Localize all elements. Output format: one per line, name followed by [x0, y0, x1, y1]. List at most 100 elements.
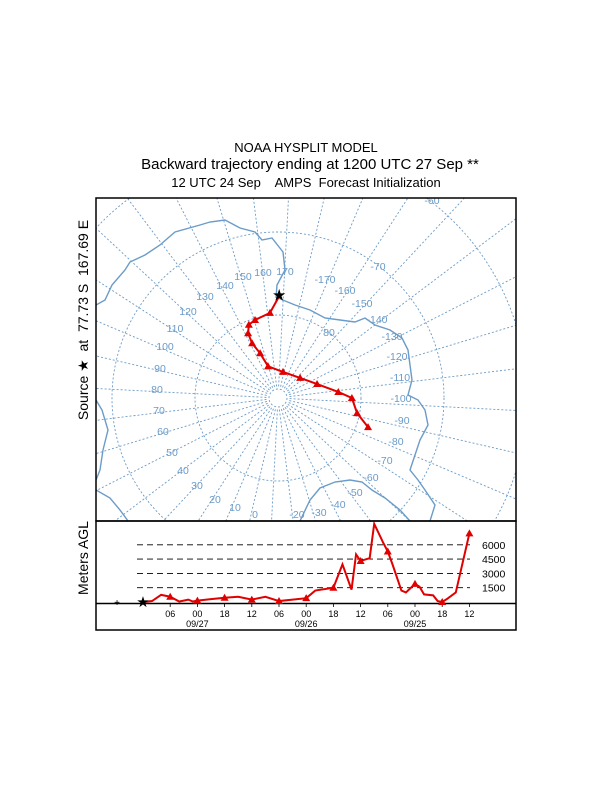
- map-grid-label: 80: [151, 384, 163, 396]
- trajectory-marker: [264, 362, 273, 370]
- meridian-line: [96, 400, 268, 455]
- map-grid-label: 20: [209, 494, 221, 506]
- meridian-line: [288, 276, 516, 394]
- reference-level-label: 6000: [482, 540, 506, 552]
- meridian-line: [96, 398, 267, 421]
- map-grid-label: -160: [334, 285, 355, 297]
- trajectory-marker: [248, 339, 257, 347]
- map-grid-label: 150: [234, 271, 252, 283]
- source-coords: 77.73 S 167.69 E: [75, 220, 91, 332]
- x-tick-label: 12: [356, 609, 366, 619]
- svg-text:Source ★ at 77.73 S 167.69: Source ★ at 77.73 S 167.69 E: [75, 220, 91, 420]
- trajectory-marker: [244, 320, 253, 328]
- map-grid-label: 110: [167, 323, 184, 335]
- title-initialization: 12 UTC 24 Sep AMPS Forecast Initializati…: [171, 175, 441, 190]
- map-grid-label: 160: [254, 267, 272, 279]
- height-point-marker: [411, 579, 419, 587]
- height-point-marker: [166, 592, 175, 600]
- meridian-line: [175, 198, 274, 388]
- map-grid-label: -70: [377, 455, 392, 467]
- title-model: NOAA HYSPLIT MODEL: [234, 140, 378, 155]
- x-tick-label: 18: [328, 609, 338, 619]
- meridian-line: [197, 407, 273, 521]
- coastlines: [96, 219, 436, 521]
- map-grid-label: 130: [196, 291, 214, 303]
- reference-level-label: 4500: [482, 554, 506, 566]
- x-tick-label: 18: [220, 609, 230, 619]
- map-grid-label: 40: [177, 465, 189, 477]
- map-grid-label: 0: [252, 509, 258, 521]
- map-grid-label: -150: [351, 298, 372, 310]
- map-grid-label: 170: [276, 266, 294, 278]
- x-tick-label: 06: [165, 609, 175, 619]
- meridian-line: [280, 408, 317, 521]
- meridian-line: [96, 388, 267, 398]
- meridian-line: [96, 355, 267, 396]
- map-grid-label: -70: [370, 261, 385, 273]
- map-grid-label: 90: [154, 363, 166, 375]
- map-grid-label: 120: [179, 306, 197, 318]
- height-series-line: [142, 520, 471, 604]
- meridian-line: [96, 320, 268, 394]
- height-point-marker: [302, 594, 311, 602]
- axis-end-marker: +: [114, 598, 120, 609]
- map-grid-label: -170: [314, 274, 335, 286]
- height-point-marker: [193, 596, 202, 604]
- trajectory-marker: [279, 367, 288, 375]
- meridian-line: [96, 402, 268, 492]
- trajectory-marker: [347, 394, 356, 401]
- source-word: Source: [75, 376, 91, 421]
- trajectory-markers: [244, 308, 373, 431]
- reference-level-label: 1500: [482, 583, 506, 595]
- map-grid-label: 70: [153, 405, 165, 417]
- at-word: at: [75, 340, 91, 352]
- trajectory-marker: [265, 308, 274, 316]
- map-grid-label: 80: [323, 327, 335, 339]
- meridian-line: [225, 408, 274, 521]
- reference-level-label: 3000: [482, 568, 506, 580]
- latitude-ring: [96, 198, 516, 521]
- trajectory-marker: [296, 373, 305, 381]
- map-grid-label: 10: [229, 502, 241, 514]
- svg-text:Meters AGL: Meters AGL: [75, 521, 91, 595]
- x-tick-label: 06: [383, 609, 393, 619]
- latitude-ring: [194, 314, 362, 482]
- meridian-line: [114, 404, 269, 521]
- meridian-line: [283, 198, 409, 389]
- map-grid-label: -140: [366, 314, 387, 326]
- meridian-line: [249, 409, 276, 521]
- x-tick-label: 00: [192, 609, 202, 619]
- map-grid-label: -60: [424, 195, 439, 207]
- meridian-line: [289, 398, 516, 411]
- meridian-line: [96, 227, 270, 391]
- height-point-marker: [465, 529, 474, 537]
- map-grid-label: 30: [191, 480, 203, 492]
- height-point-marker: [356, 557, 365, 565]
- x-tick-label: 12: [464, 609, 474, 619]
- meridian-line: [96, 279, 269, 393]
- map-grid-label: 140: [216, 280, 234, 292]
- x-tick-label: 00: [410, 609, 420, 619]
- date-label: 09/27: [186, 619, 209, 629]
- map-grid-label: 60: [157, 426, 169, 438]
- x-tick-label: 12: [247, 609, 257, 619]
- meridian-line: [287, 218, 516, 392]
- trajectory-marker: [334, 387, 343, 395]
- map-grid-label: -130: [381, 331, 402, 343]
- map-grid-label: -90: [394, 415, 409, 427]
- map-grid-label: -110: [390, 372, 410, 384]
- trajectory-marker: [364, 423, 373, 431]
- map-grid-label: 100: [156, 341, 174, 353]
- meridian-line: [278, 198, 289, 387]
- latitude-ring: [111, 231, 445, 521]
- lat-lon-grid: [96, 198, 516, 521]
- meridian-line: [285, 198, 465, 390]
- source-star-icon: ★: [272, 287, 286, 304]
- trajectory-marker: [353, 409, 362, 417]
- map-grid-label: -50: [347, 487, 362, 499]
- pole-circle: [268, 388, 288, 408]
- x-tick-label: 18: [437, 609, 447, 619]
- map-panel: -60 -70 150 160 170 -170-160-150 -140 -130 -120 -…: [96, 195, 516, 521]
- meridian-line: [289, 400, 516, 454]
